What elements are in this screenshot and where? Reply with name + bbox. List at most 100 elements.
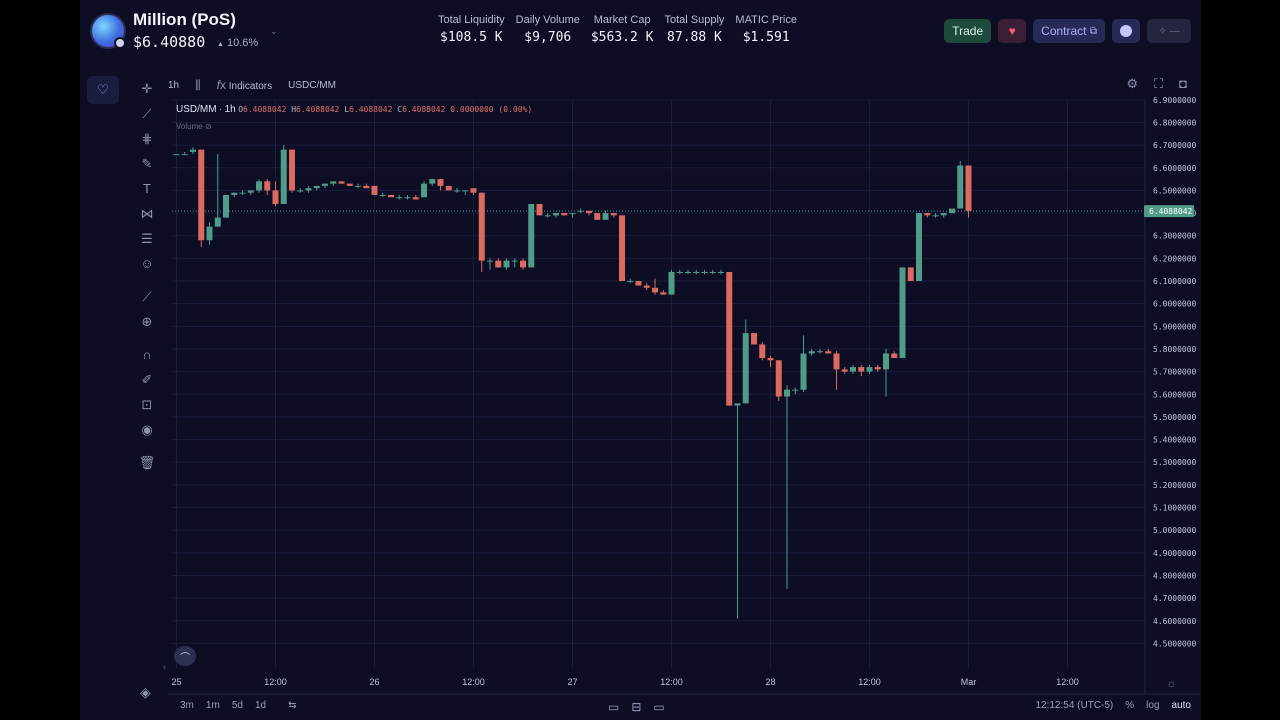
favorite-button[interactable]: ♥ [998,19,1027,43]
price-change-value: 10.6% [227,37,259,49]
collapse-arrow-icon[interactable]: ‹ [163,662,166,672]
clock-readout[interactable]: 12:12:54 (UTC-5) [1035,700,1114,711]
candle-body [924,213,931,216]
range-1m[interactable]: 1m [205,700,220,711]
contract-button[interactable]: Contract ⧉ [1033,19,1105,43]
last-price-label: 6.4088042 [1149,207,1193,216]
candle-body [421,183,427,198]
axis-settings-icon[interactable]: ☼ [1166,676,1177,690]
stat-label: Market Cap [593,14,651,26]
candle-body [759,344,766,359]
interval-selector[interactable]: 1h [168,79,180,91]
token-name[interactable]: Million (PoS) [133,10,236,29]
crosshair-icon[interactable]: ✛ [141,80,153,96]
volume-label: Volume [176,122,203,131]
stat-value: $9,706 [524,30,572,45]
candle-body [338,181,345,184]
polygonscan-button[interactable] [1112,19,1140,43]
goto-date-icon[interactable]: ⇆ [288,700,297,711]
candle-body [190,149,196,152]
measure-lines-icon[interactable]: ☰ [141,230,153,246]
y-tick-label: 6.8000000 [1153,118,1197,127]
candle-body [817,351,823,353]
legend-ohlc: O6.4088042 H6.4088042 L6.4088042 C6.4088… [238,105,533,114]
candle-body [247,190,254,193]
app-window: Million (PoS) $6.40880 ▲ 10.6% ⌄ Total L… [80,0,1201,720]
layers-icon[interactable]: ◈ [140,684,151,700]
candle-body [965,165,972,211]
layout-split-icon[interactable]: ⊟ [631,700,642,714]
token-logo[interactable] [90,13,126,49]
eye-off-icon[interactable]: ⊘ [204,122,212,131]
candle-body [313,185,320,189]
layout-top-icon[interactable]: ▭ [653,700,665,714]
log-toggle[interactable]: log [1146,700,1160,711]
fullscreen-icon[interactable]: ⛶ [1154,76,1164,91]
emoji-icon[interactable]: ☺ [140,256,154,271]
chevron-down-icon[interactable]: ⌄ [270,26,278,36]
auto-toggle[interactable]: auto [1171,700,1191,711]
price-change: ▲ 10.6% [217,37,258,49]
range-1d[interactable]: 1d [254,700,267,711]
candle-body [330,181,337,184]
range-bar: 3m 1m 5d 1d ⇆ [180,700,296,711]
legend-change: 0.0000000 (0.00%) [450,105,533,114]
trash-icon[interactable]: 🗑 [138,454,156,470]
candle-body [652,287,658,293]
candle-body [371,185,378,195]
candle-body [825,351,832,354]
text-icon[interactable]: T [143,181,151,196]
trend-line-icon[interactable]: ⟋ [142,105,152,121]
up-arrow-icon: ▲ [217,41,224,48]
range-5d[interactable]: 5d [231,700,243,711]
y-tick-label: 5.1000000 [1153,504,1197,513]
favorites-sidebar-button[interactable]: ♡ [87,76,119,104]
header: Million (PoS) $6.40880 ▲ 10.6% ⌄ Total L… [80,0,1201,64]
candle-body [693,271,700,273]
pattern-icon[interactable]: ⋈ [140,205,154,221]
stat-value: $1.591 [742,30,790,45]
lock-icon[interactable]: ⊡ [141,396,153,412]
more-button[interactable]: ✧ — [1147,19,1191,43]
candle-body [429,179,436,184]
magnet-icon[interactable]: ∩ [142,347,152,362]
pencil-lock-icon[interactable]: ✐ [141,371,153,387]
y-tick-label: 4.8000000 [1153,571,1197,580]
zoom-in-icon[interactable]: ⊕ [141,313,153,329]
range-3m[interactable]: 3m [180,700,194,711]
x-tick-label: Mar [961,677,977,687]
ruler-icon[interactable]: ⟋ [142,288,152,304]
candle-body [388,194,394,198]
price-chart[interactable]: 6.9000000 6.8000000 6.7000000 6.6000000 6.50… [80,0,1201,720]
x-tick-label: 12:00 [858,677,881,687]
percent-toggle[interactable]: % [1125,700,1135,711]
x-tick-label: 12:00 [1056,677,1079,687]
candle-type-icon[interactable]: ⫼ [195,77,201,92]
volume-legend[interactable]: Volume ⊘ [176,122,212,131]
camera-icon[interactable]: ◘ [1179,76,1187,91]
y-tick-label: 5.3000000 [1153,458,1197,467]
candle-body [528,204,535,268]
layout-bottom-icon[interactable]: ▭ [608,700,620,714]
symbol-selector[interactable]: USDC/MM [288,79,336,91]
settings-icon[interactable]: ⚙ [1126,76,1139,91]
brush-icon[interactable]: ✎ [141,155,153,171]
y-tick-label: 4.9000000 [1153,549,1197,558]
candle-body [536,204,543,216]
candle-body [718,271,724,273]
chain-badge-icon [114,37,126,49]
stat-label: Total Supply [664,14,725,26]
indicators-button[interactable]: fx Indicators [217,78,272,92]
stat-value: $108.5 K [440,30,503,45]
candle-body [775,360,782,397]
eye-icon[interactable]: ◉ [141,421,153,437]
trade-button[interactable]: Trade [944,19,992,43]
scroll-to-realtime-icon[interactable]: ⌒ [174,646,196,666]
explorer-logo-icon [1120,25,1132,37]
candle-body [932,215,939,217]
fib-icon[interactable]: ⋕ [141,130,153,146]
candle-body [751,333,757,345]
y-tick-label: 6.1000000 [1153,277,1197,286]
layout-controls: ▭ ⊟ ▭ [608,700,665,714]
candle-body [940,213,947,216]
